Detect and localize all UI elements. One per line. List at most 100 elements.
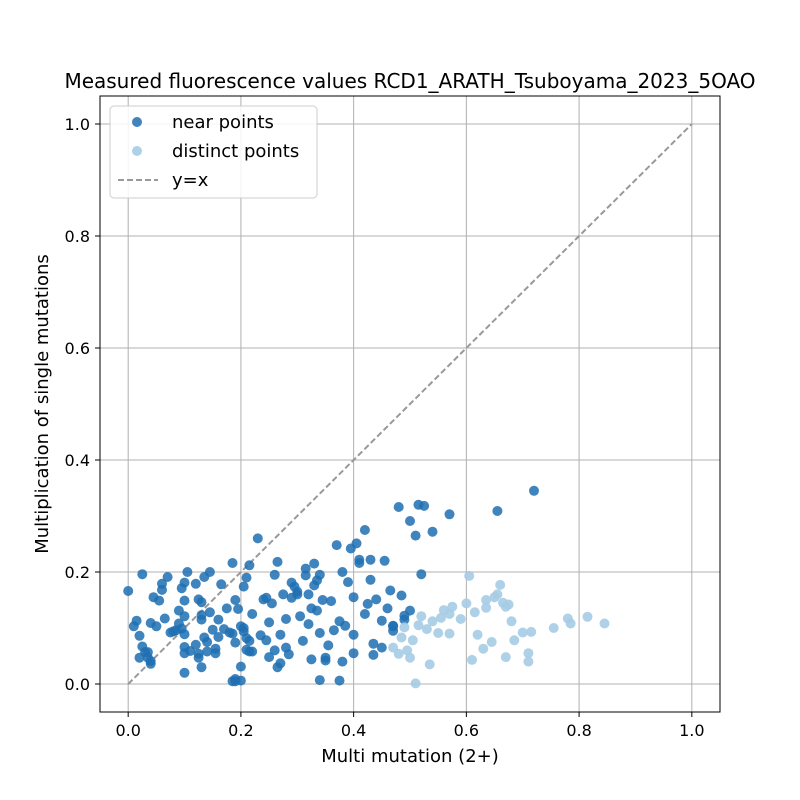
legend-label-yx: y=x — [172, 170, 209, 191]
near-point — [207, 624, 218, 635]
near-point — [334, 675, 345, 686]
near-point — [379, 555, 390, 566]
near-point — [264, 652, 275, 663]
near-point — [337, 567, 348, 577]
distinct-point — [506, 616, 517, 627]
near-point — [427, 526, 438, 537]
near-point — [309, 558, 320, 569]
near-point — [300, 570, 311, 581]
near-point — [233, 604, 244, 614]
near-point — [269, 569, 280, 580]
near-point — [179, 629, 190, 640]
y-tick-label: 0.6 — [65, 339, 90, 358]
near-point — [376, 642, 387, 653]
near-point — [320, 655, 331, 666]
near-point — [275, 658, 286, 669]
near-point — [278, 589, 289, 600]
near-point — [227, 558, 238, 568]
x-tick-label: 1.0 — [679, 721, 704, 740]
near-point — [230, 637, 241, 648]
near-point — [275, 629, 286, 640]
near-point — [362, 598, 373, 609]
near-point — [269, 645, 280, 656]
distinct-point — [478, 643, 489, 654]
near-point — [216, 579, 227, 590]
x-tick-label: 0.4 — [341, 721, 366, 740]
near-point — [281, 614, 291, 624]
near-point — [376, 615, 387, 626]
near-point — [297, 635, 308, 646]
x-tick-label: 0.8 — [566, 721, 591, 740]
distinct-point — [407, 635, 418, 646]
near-point — [193, 652, 204, 663]
near-point — [365, 574, 376, 585]
near-point — [292, 586, 303, 597]
near-point — [213, 632, 224, 642]
near-point — [230, 595, 241, 605]
near-point — [295, 611, 306, 622]
near-point — [405, 516, 415, 526]
near-point — [314, 569, 325, 580]
distinct-point — [467, 654, 477, 665]
legend-marker-distinct — [132, 146, 142, 156]
distinct-point — [565, 618, 576, 629]
near-point — [359, 609, 370, 619]
distinct-point — [523, 648, 534, 659]
near-point — [157, 584, 167, 595]
near-point — [371, 594, 382, 605]
distinct-point — [393, 648, 404, 659]
near-point — [134, 630, 145, 641]
distinct-point — [424, 659, 435, 670]
distinct-point — [413, 620, 424, 631]
near-point — [244, 635, 255, 646]
near-point — [264, 617, 275, 628]
near-point — [399, 614, 410, 625]
near-point — [230, 676, 241, 687]
near-point — [204, 567, 215, 577]
near-point — [326, 596, 337, 607]
distinct-point — [469, 607, 480, 618]
near-point — [331, 540, 342, 551]
x-axis-label: Multi mutation (2+) — [321, 746, 499, 767]
legend-box — [109, 105, 318, 199]
near-point — [182, 567, 193, 577]
distinct-point — [396, 632, 407, 643]
near-point — [204, 607, 215, 618]
near-point — [328, 625, 339, 636]
distinct-point — [503, 599, 514, 610]
near-point — [252, 533, 263, 544]
distinct-point — [492, 589, 503, 600]
near-point — [348, 629, 359, 640]
distinct-point — [447, 601, 458, 612]
legend-label-near: near points — [172, 112, 274, 133]
distinct-point — [500, 652, 511, 663]
near-point — [529, 485, 539, 496]
near-point — [196, 597, 207, 608]
distinct-point — [405, 652, 415, 663]
distinct-point — [481, 595, 492, 605]
near-point — [179, 595, 190, 606]
near-point — [317, 595, 328, 605]
reference-line-yx — [127, 123, 693, 685]
distinct-point — [421, 624, 432, 635]
near-point — [323, 640, 334, 651]
y-tick-label: 0.2 — [65, 563, 90, 582]
near-point — [306, 654, 317, 665]
distinct-point — [416, 611, 427, 622]
y-tick-label: 1.0 — [65, 115, 90, 134]
near-point — [190, 578, 201, 589]
near-point — [179, 667, 190, 678]
near-point — [405, 605, 415, 616]
near-point — [151, 621, 162, 632]
near-point — [202, 646, 213, 657]
near-point — [312, 605, 322, 616]
x-axis-ticks: 0.0 0.2 0.4 0.6 0.8 1.0 — [115, 712, 705, 740]
near-point — [247, 609, 258, 619]
near-point — [368, 649, 379, 660]
x-tick-label: 0.6 — [454, 721, 479, 740]
near-point — [340, 620, 351, 631]
near-point — [272, 556, 283, 567]
near-point — [343, 577, 353, 588]
distinct-point — [472, 629, 483, 640]
distinct-point — [526, 626, 537, 637]
